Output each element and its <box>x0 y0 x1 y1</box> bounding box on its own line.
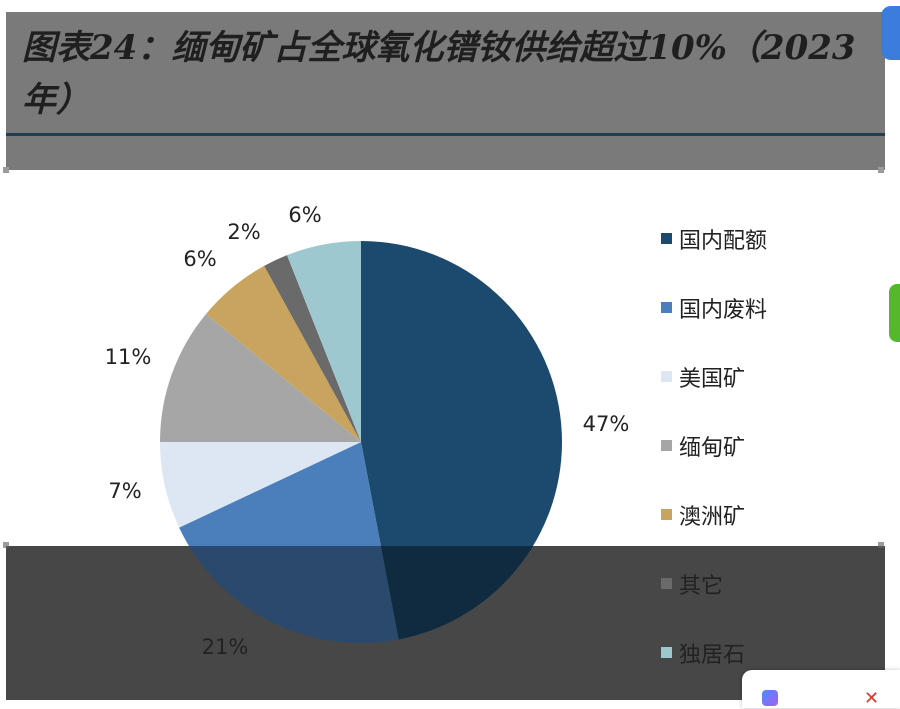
legend-swatch <box>661 233 672 244</box>
sidebar-tab-handle[interactable] <box>889 284 900 342</box>
pie-overlay-shade <box>6 546 885 700</box>
slice-percent-label: 6% <box>183 247 216 271</box>
slice-percent-label: 7% <box>108 479 141 503</box>
legend-item: 独居石 <box>661 618 767 687</box>
pie-slice-6 <box>264 255 361 442</box>
legend-label: 国内废料 <box>679 297 768 323</box>
legend-swatch <box>661 578 672 589</box>
legend-label: 国内配额 <box>679 228 768 254</box>
legend-label: 独居石 <box>679 642 746 668</box>
legend-item: 国内废料 <box>661 273 767 342</box>
legend-item: 国内配额 <box>661 204 767 273</box>
legend-item: 澳洲矿 <box>661 480 767 549</box>
slice-percent-label: 21% <box>202 635 249 659</box>
slice-percent-label: 11% <box>105 345 152 369</box>
legend-item: 其它 <box>661 549 767 618</box>
legend-label: 缅甸矿 <box>679 435 746 461</box>
resize-handle-top-right[interactable] <box>878 167 884 173</box>
chart-legend: 国内配额国内废料美国矿缅甸矿澳洲矿其它独居石 <box>661 204 767 687</box>
legend-label: 其它 <box>679 573 724 599</box>
translate-icon[interactable]: ✕ <box>864 688 880 709</box>
resize-handle-top-left[interactable] <box>3 167 9 173</box>
pie-slice-5 <box>206 265 361 442</box>
legend-label: 美国矿 <box>679 366 746 392</box>
pie-slice-2 <box>179 442 399 643</box>
slice-percent-label: 47% <box>583 412 630 436</box>
title-banner <box>6 12 885 170</box>
legend-swatch <box>661 647 672 658</box>
pie-slice-1 <box>361 241 563 640</box>
floating-toolbar[interactable]: ✕ <box>742 670 900 709</box>
resize-handle-bottom-left[interactable] <box>3 542 9 548</box>
resize-handle-bottom-right[interactable] <box>878 542 884 548</box>
legend-swatch <box>661 509 672 520</box>
legend-item: 美国矿 <box>661 342 767 411</box>
copilot-icon[interactable] <box>762 690 778 706</box>
chart-title: 图表24：缅甸矿占全球氧化镨钕供给超过10%（2023年） <box>22 28 856 120</box>
slice-percent-label: 2% <box>227 220 260 244</box>
legend-item: 缅甸矿 <box>661 411 767 480</box>
pie-slice-3 <box>160 442 361 528</box>
legend-swatch <box>661 371 672 382</box>
slice-percent-label: 6% <box>288 203 321 227</box>
legend-swatch <box>661 302 672 313</box>
pie-slice-4 <box>160 313 361 442</box>
pie-slice-7 <box>287 241 361 442</box>
sidebar-app-badge-icon[interactable] <box>881 6 900 60</box>
legend-swatch <box>661 440 672 451</box>
legend-label: 澳洲矿 <box>679 504 746 530</box>
title-underline <box>6 133 885 136</box>
